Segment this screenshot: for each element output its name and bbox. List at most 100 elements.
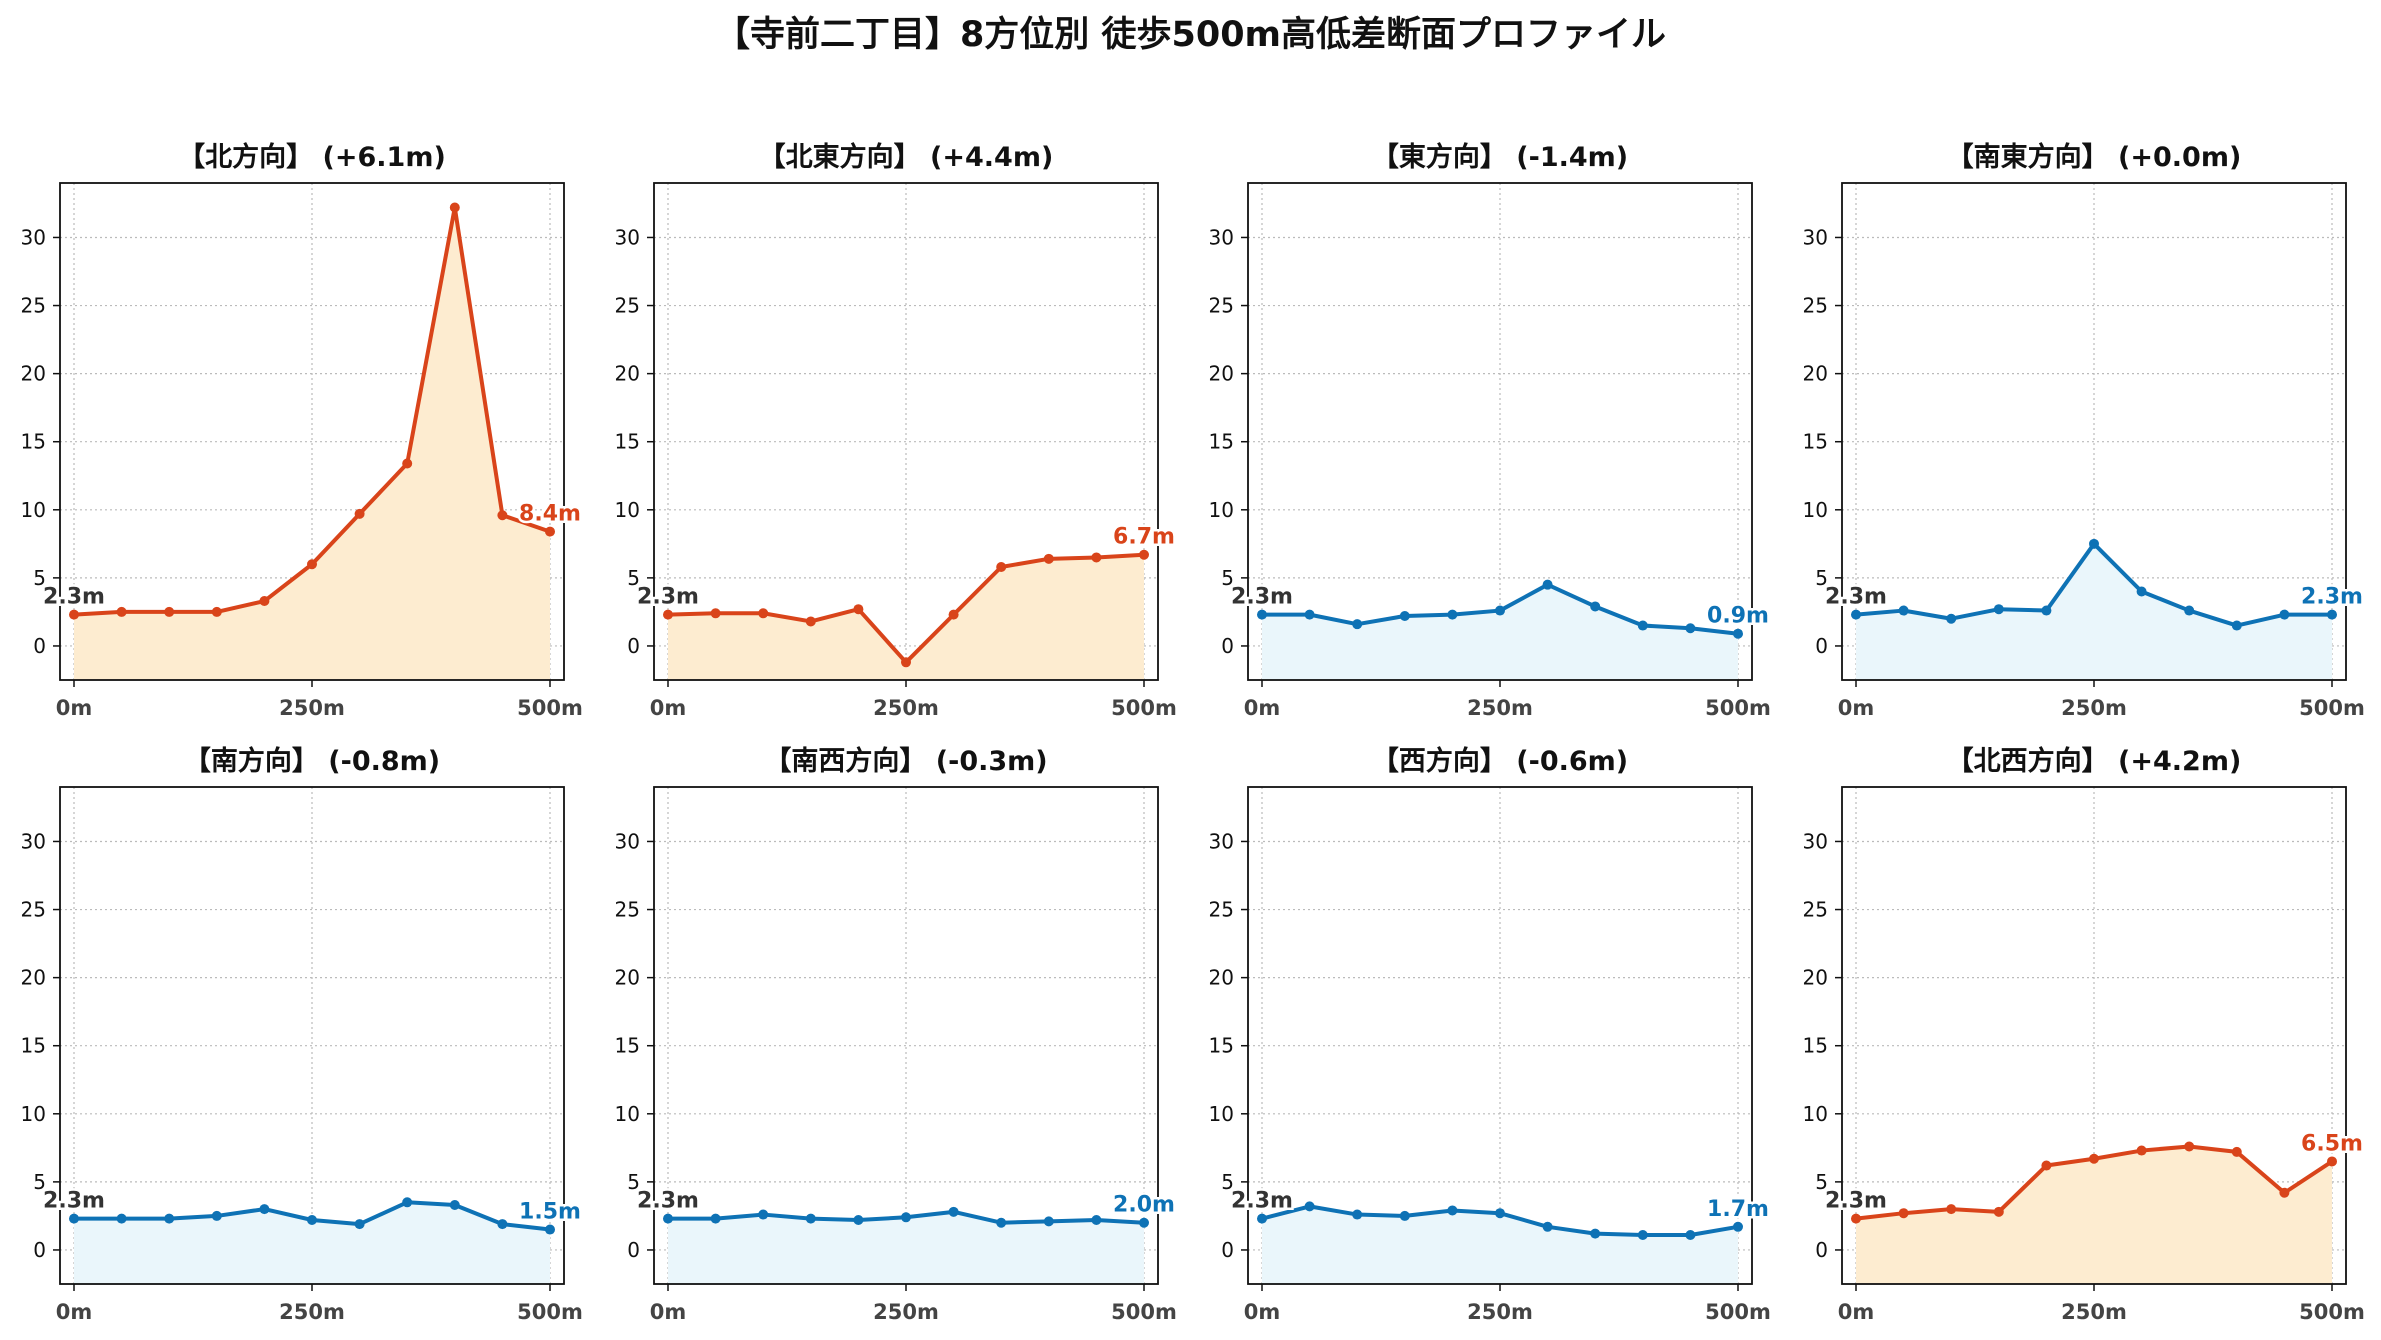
- area-fill: [1262, 1206, 1738, 1284]
- axes-frame: [59, 786, 565, 1285]
- data-point: [853, 1215, 864, 1226]
- data-point: [2279, 609, 2290, 620]
- start-value-label: 2.3m: [1231, 585, 1293, 610]
- y-tick-label: 5: [33, 1170, 46, 1194]
- data-point: [2089, 1153, 2099, 1164]
- data-point: [1851, 609, 1861, 620]
- data-point: [2041, 1160, 2052, 1171]
- chart-panel-2: 【北東方向】 (+4.4m) 0 5 10 15 20 25 30 0m 250m 500m 2.3m…: [615, 141, 1178, 720]
- data-point: [259, 1204, 270, 1215]
- y-tick-label: 30: [615, 829, 640, 853]
- y-tick-label: 10: [1209, 1102, 1234, 1126]
- data-point: [805, 616, 816, 627]
- data-point: [2231, 620, 2242, 631]
- data-point: [354, 1219, 365, 1230]
- data-point: [1495, 605, 1505, 616]
- data-point: [2279, 1187, 2290, 1198]
- data-point: [901, 657, 911, 668]
- y-tick-label: 5: [627, 1170, 640, 1194]
- data-point: [1257, 609, 1267, 620]
- data-point: [164, 1213, 175, 1224]
- figure-title: 【寺前二丁目】8方位別 徒歩500m高低差断面プロファイル: [714, 15, 1667, 55]
- data-point: [545, 1224, 555, 1235]
- data-point: [996, 561, 1007, 572]
- y-tick-label: 15: [21, 430, 46, 454]
- y-tick-label: 5: [1221, 566, 1234, 590]
- data-point: [1993, 604, 2004, 615]
- data-point: [1352, 1209, 1363, 1220]
- y-tick-label: 0: [1815, 1238, 1828, 1262]
- x-tick-label: 0m: [1838, 1300, 1875, 1324]
- panel-title: 【南西方向】 (-0.3m): [764, 745, 1047, 777]
- area-fill: [74, 1202, 550, 1284]
- data-point: [2327, 609, 2337, 620]
- data-point: [1091, 1215, 1102, 1226]
- y-tick-label: 10: [1209, 498, 1234, 522]
- y-tick-label: 20: [615, 966, 640, 990]
- data-point: [1637, 1229, 1648, 1240]
- y-tick-label: 25: [615, 898, 640, 922]
- axes-frame: [1247, 182, 1753, 681]
- x-tick-label: 500m: [1111, 696, 1177, 720]
- x-tick-label: 500m: [1705, 696, 1771, 720]
- data-point: [116, 1213, 127, 1224]
- start-value-label: 2.3m: [1825, 585, 1887, 610]
- chart-panel-8: 【北西方向】 (+4.2m) 0 5 10 15 20 25 30 0m 250m 500m 2.3m…: [1803, 745, 2366, 1324]
- data-point: [1898, 605, 1909, 616]
- data-point: [2136, 1145, 2147, 1156]
- data-point: [948, 1206, 959, 1217]
- data-point: [1304, 1201, 1315, 1212]
- data-point: [116, 606, 127, 617]
- y-tick-label: 25: [1803, 294, 1828, 318]
- y-tick-label: 30: [1209, 225, 1234, 249]
- data-point: [1851, 1213, 1861, 1224]
- x-tick-label: 0m: [650, 696, 687, 720]
- chart-panel-3: 【東方向】 (-1.4m) 0 5 10 15 20 25 30 0m 250m 500m 2.3m 0…: [1209, 141, 1772, 720]
- y-tick-label: 15: [615, 430, 640, 454]
- panel-title: 【北方向】 (+6.1m): [178, 141, 446, 173]
- x-tick-label: 0m: [1244, 696, 1281, 720]
- x-tick-label: 250m: [1467, 1300, 1533, 1324]
- data-point: [1542, 579, 1553, 590]
- end-value-label: 6.7m: [1113, 525, 1175, 550]
- data-point: [1352, 619, 1363, 630]
- y-tick-label: 0: [1815, 634, 1828, 658]
- y-tick-label: 20: [21, 966, 46, 990]
- data-point: [1685, 1229, 1696, 1240]
- y-tick-label: 15: [1803, 430, 1828, 454]
- data-point: [758, 1209, 769, 1220]
- y-tick-label: 10: [615, 1102, 640, 1126]
- y-tick-label: 20: [1209, 362, 1234, 386]
- data-point: [1685, 623, 1696, 634]
- data-point: [545, 526, 555, 537]
- y-tick-label: 10: [21, 1102, 46, 1126]
- data-point: [853, 604, 864, 615]
- start-value-label: 2.3m: [1825, 1189, 1887, 1214]
- data-point: [1043, 1216, 1054, 1227]
- data-point: [1495, 1208, 1505, 1219]
- data-point: [1733, 1221, 1743, 1232]
- x-tick-label: 0m: [56, 696, 93, 720]
- y-tick-label: 20: [1209, 966, 1234, 990]
- panel-title: 【北西方向】 (+4.2m): [1947, 745, 2242, 777]
- y-tick-label: 10: [21, 498, 46, 522]
- area-fill: [1262, 584, 1738, 680]
- y-tick-label: 15: [1209, 430, 1234, 454]
- end-value-label: 6.5m: [2301, 1131, 2363, 1156]
- start-value-label: 2.3m: [637, 585, 699, 610]
- chart-panel-5: 【南方向】 (-0.8m) 0 5 10 15 20 25 30 0m 250m 500m 2.3m 1…: [21, 745, 584, 1324]
- data-point: [2041, 605, 2052, 616]
- data-point: [758, 608, 769, 619]
- data-point: [307, 559, 317, 570]
- y-tick-label: 5: [1221, 1170, 1234, 1194]
- data-point: [402, 458, 413, 469]
- data-point: [1257, 1213, 1267, 1224]
- y-tick-label: 25: [1209, 898, 1234, 922]
- end-value-label: 1.7m: [1707, 1197, 1769, 1222]
- data-point: [948, 609, 959, 620]
- x-tick-label: 500m: [2299, 696, 2365, 720]
- data-point: [1304, 609, 1315, 620]
- chart-panel-4: 【南東方向】 (+0.0m) 0 5 10 15 20 25 30 0m 250m 500m 2.3m…: [1803, 141, 2366, 720]
- data-point: [1637, 620, 1648, 631]
